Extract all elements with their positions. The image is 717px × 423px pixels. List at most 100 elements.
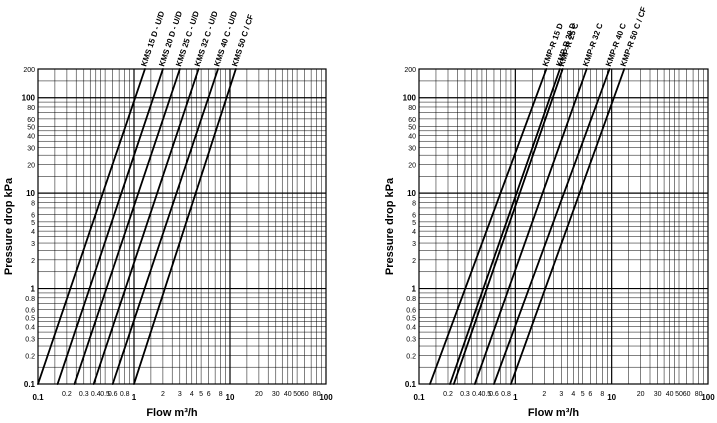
series-line: [37, 68, 146, 385]
y-axis-title: Pressure drop kPa: [384, 177, 396, 275]
y-tick-label: 60: [27, 117, 35, 124]
x-tick-label: 0.3: [79, 391, 89, 398]
x-tick-label: 0.6: [489, 391, 499, 398]
x-tick-label: 1: [513, 393, 518, 402]
y-tick-label: 3: [412, 241, 416, 248]
y-tick-label: 20: [408, 162, 416, 169]
y-tick-label: 80: [408, 105, 416, 112]
x-tick-label: 0.6: [108, 391, 118, 398]
chart-kms: 0.1 0.2 0.3 0.4 0.50.6 0.8 1 2 3 4 5 6 8 10 20 30 40 50 60…: [3, 10, 333, 419]
series-line: [73, 68, 181, 385]
y-tick-label: 8: [412, 200, 416, 207]
y-tick-label: 200: [23, 67, 35, 74]
x-tick-label: 0.8: [501, 391, 511, 398]
x-tick-label: 0.1: [413, 393, 425, 402]
x-tick-label: 3: [559, 391, 563, 398]
x-tick-label: 4: [571, 391, 575, 398]
minor-grid: [38, 69, 326, 384]
x-tick-label: 1: [132, 393, 137, 402]
x-tick-label: 5: [581, 391, 585, 398]
plot-frame: [418, 68, 709, 385]
x-tick-label: 20: [637, 391, 645, 398]
y-tick-label: 0.5: [25, 315, 35, 322]
y-tick-label: 50: [408, 124, 416, 131]
x-tick-label: 60: [301, 391, 309, 398]
y-tick-label: 0.2: [25, 353, 35, 360]
major-grid: [419, 69, 708, 384]
major-grid: [38, 69, 326, 384]
y-tick-label: 40: [408, 134, 416, 141]
series-label: KMP-R 32 C: [581, 22, 605, 68]
x-tick-label: 50: [293, 391, 301, 398]
y-tick-label: 4: [31, 229, 35, 236]
x-tick-label: 0.2: [62, 391, 72, 398]
x-tick-label: 5: [199, 391, 203, 398]
y-tick-label: 0.5: [406, 315, 416, 322]
y-tick-label: 0.3: [406, 336, 416, 343]
x-tick-label: 30: [654, 391, 662, 398]
x-tick-label: 80: [695, 391, 703, 398]
x-tick-label: 3: [178, 391, 182, 398]
series-line: [510, 68, 626, 385]
x-tick-label: 0.4: [472, 391, 482, 398]
x-tick-label: 8: [600, 391, 604, 398]
x-tick-label: 0.4: [91, 391, 101, 398]
x-tick-label: 0.1: [32, 393, 44, 402]
x-tick-label: 30: [272, 391, 280, 398]
y-tick-label: 4: [412, 229, 416, 236]
x-tick-label: 0.2: [443, 391, 453, 398]
x-tick-label: 40: [284, 391, 292, 398]
x-axis-title: Flow m³/h: [528, 407, 580, 419]
series-line: [56, 68, 164, 385]
x-tick-label: 60: [683, 391, 691, 398]
series-line: [92, 68, 200, 385]
y-axis-title: Pressure drop kPa: [3, 177, 15, 275]
x-tick-label: 20: [255, 391, 263, 398]
x-tick-label: 10: [607, 393, 616, 402]
y-tick-label: 3: [31, 241, 35, 248]
y-tick-label: 200: [404, 67, 416, 74]
x-tick-label: 100: [319, 393, 333, 402]
y-tick-label: 100: [403, 94, 417, 103]
x-tick-label: 40: [666, 391, 674, 398]
x-tick-label: 2: [542, 391, 546, 398]
x-tick-label: 0.5: [100, 391, 110, 398]
y-tick-label: 0.8: [406, 296, 416, 303]
x-tick-label: 2: [161, 391, 165, 398]
x-tick-label: 6: [207, 391, 211, 398]
y-tick-label: 5: [31, 220, 35, 227]
y-tick-label: 10: [407, 189, 416, 198]
y-tick-label: 0.3: [25, 336, 35, 343]
x-tick-label: 100: [701, 393, 715, 402]
y-tick-label: 100: [22, 94, 36, 103]
y-tick-label: 0.6: [406, 308, 416, 315]
y-tick-label: 0.4: [25, 325, 35, 332]
y-tick-label: 50: [27, 124, 35, 131]
y-tick-label: 30: [408, 146, 416, 153]
y-tick-label: 40: [27, 134, 35, 141]
y-tick-label: 6: [31, 212, 35, 219]
series-line: [473, 68, 588, 385]
y-tick-label: 0.4: [406, 325, 416, 332]
y-tick-label: 0.8: [25, 296, 35, 303]
y-tick-label: 0.1: [405, 380, 417, 389]
x-tick-label: 0.8: [120, 391, 130, 398]
x-tick-label: 0.5: [481, 391, 491, 398]
x-tick-label: 8: [219, 391, 223, 398]
minor-grid: [419, 69, 708, 384]
x-tick-label: 0.3: [460, 391, 470, 398]
series-line: [111, 68, 219, 385]
y-tick-label: 6: [412, 212, 416, 219]
x-axis-title: Flow m³/h: [146, 407, 198, 419]
y-tick-label: 2: [412, 258, 416, 265]
x-tick-label: 6: [588, 391, 592, 398]
y-tick-label: 10: [26, 189, 35, 198]
y-tick-label: 5: [412, 220, 416, 227]
y-tick-label: 80: [27, 105, 35, 112]
y-tick-label: 1: [412, 285, 417, 294]
y-tick-label: 0.2: [406, 353, 416, 360]
y-tick-label: 0.1: [24, 380, 36, 389]
chart-kmp-r: 0.1 0.2 0.3 0.4 0.50.6 0.8 1 2 3 4 5 6 8 10 20 30 40 50 60…: [384, 6, 715, 419]
